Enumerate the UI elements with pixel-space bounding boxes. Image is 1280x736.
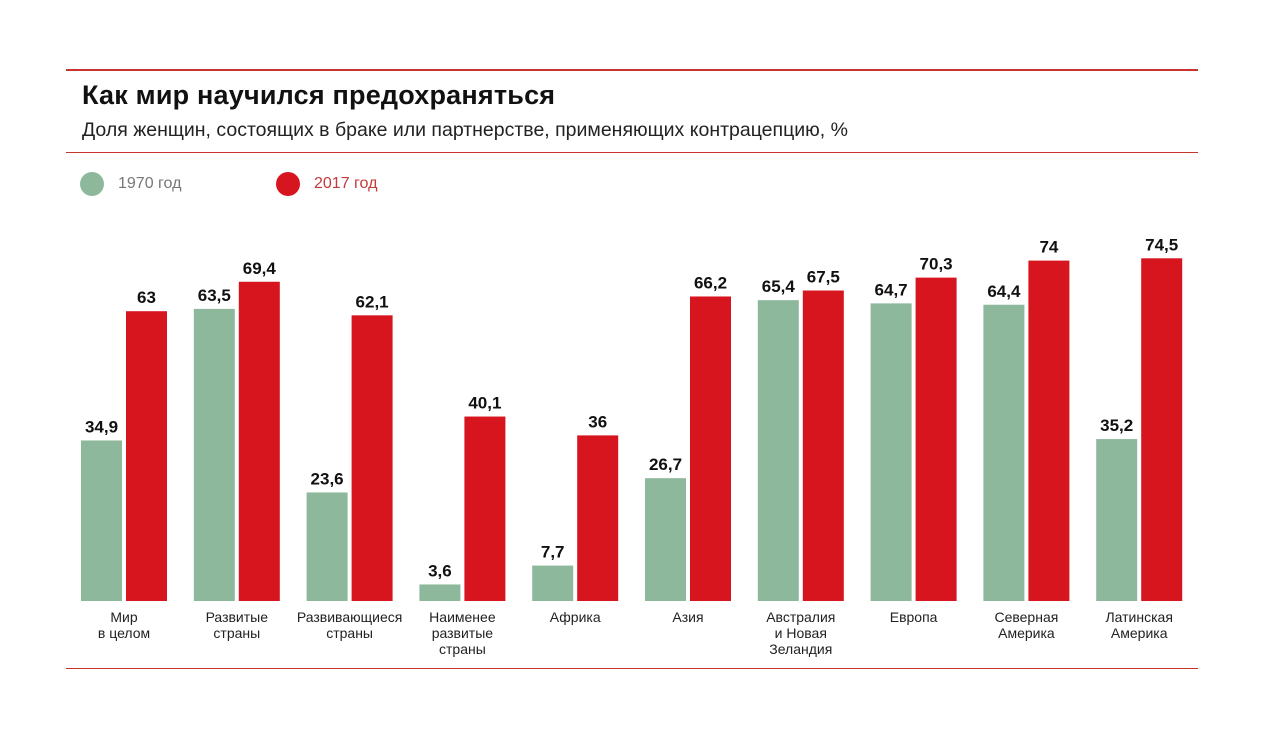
bar-2017 — [915, 277, 957, 601]
legend-item-2017: 2017 год — [276, 172, 377, 196]
category-label: Европа — [890, 609, 938, 625]
value-label-2017: 36 — [588, 412, 607, 431]
bar-2017 — [802, 290, 844, 601]
category-label: Латинская Америка — [1105, 609, 1172, 641]
category-label: Австралия и Новая Зеландия — [766, 609, 835, 657]
bar-1970 — [193, 308, 235, 601]
bar-2017 — [238, 281, 280, 601]
value-label-2017: 40,1 — [468, 394, 501, 413]
legend: 1970 год 2017 год — [0, 172, 1280, 198]
category-label: Наименее развитые страны — [429, 609, 496, 657]
legend-label-2017: 2017 год — [314, 175, 378, 192]
category-label: Мир в целом — [98, 609, 150, 641]
top-rule — [66, 69, 1198, 71]
bar-1970 — [81, 440, 122, 601]
legend-label-1970: 1970 год — [118, 175, 182, 192]
bar-2017 — [577, 435, 619, 601]
value-label-1970: 64,7 — [875, 280, 908, 299]
legend-item-1970: 1970 год — [80, 172, 181, 196]
bar-1970 — [306, 492, 348, 601]
chart-title: Как мир научился предохраняться — [82, 80, 556, 110]
value-label-2017: 67,5 — [807, 268, 840, 287]
bar-2017 — [690, 296, 731, 601]
value-label-1970: 64,4 — [987, 282, 1021, 301]
bar-1970 — [532, 565, 574, 601]
value-label-1970: 26,7 — [649, 455, 682, 474]
category-label: Азия — [672, 609, 703, 625]
value-label-1970: 7,7 — [541, 543, 565, 562]
value-label-2017: 62,1 — [356, 292, 389, 311]
category-label: Северная Америка — [994, 609, 1058, 641]
value-label-2017: 70,3 — [920, 255, 953, 274]
value-label-2017: 66,2 — [694, 273, 727, 292]
value-label-1970: 23,6 — [311, 469, 344, 488]
value-label-1970: 34,9 — [85, 417, 118, 436]
category-label: Развивающиеся страны — [297, 609, 402, 641]
chart-subtitle: Доля женщин, состоящих в браке или партн… — [82, 119, 848, 141]
bar-2017 — [464, 416, 506, 601]
category-label: Развитые страны — [206, 609, 269, 641]
value-label-1970: 3,6 — [428, 561, 452, 580]
legend-swatch-2017 — [276, 172, 300, 196]
bar-1970 — [983, 304, 1025, 601]
value-label-2017: 63 — [137, 288, 156, 307]
bar-2017 — [1028, 260, 1070, 601]
value-label-2017: 74 — [1039, 238, 1058, 257]
bar-1970 — [1096, 439, 1138, 601]
bar-2017 — [351, 315, 393, 601]
bar-1970 — [870, 303, 912, 601]
bar-2017 — [1141, 258, 1183, 601]
value-label-2017: 69,4 — [243, 259, 277, 278]
value-label-1970: 35,2 — [1100, 416, 1133, 435]
bar-1970 — [757, 300, 799, 601]
bar-1970 — [645, 478, 686, 601]
bar-1970 — [419, 584, 461, 601]
legend-swatch-1970 — [80, 172, 104, 196]
bar-2017 — [126, 311, 167, 601]
value-label-2017: 74,5 — [1145, 235, 1178, 254]
value-label-1970: 65,4 — [762, 277, 796, 296]
bottom-rule — [66, 668, 1198, 669]
header-divider — [66, 152, 1198, 153]
category-label: Африка — [550, 609, 601, 625]
value-label-1970: 63,5 — [198, 286, 231, 305]
